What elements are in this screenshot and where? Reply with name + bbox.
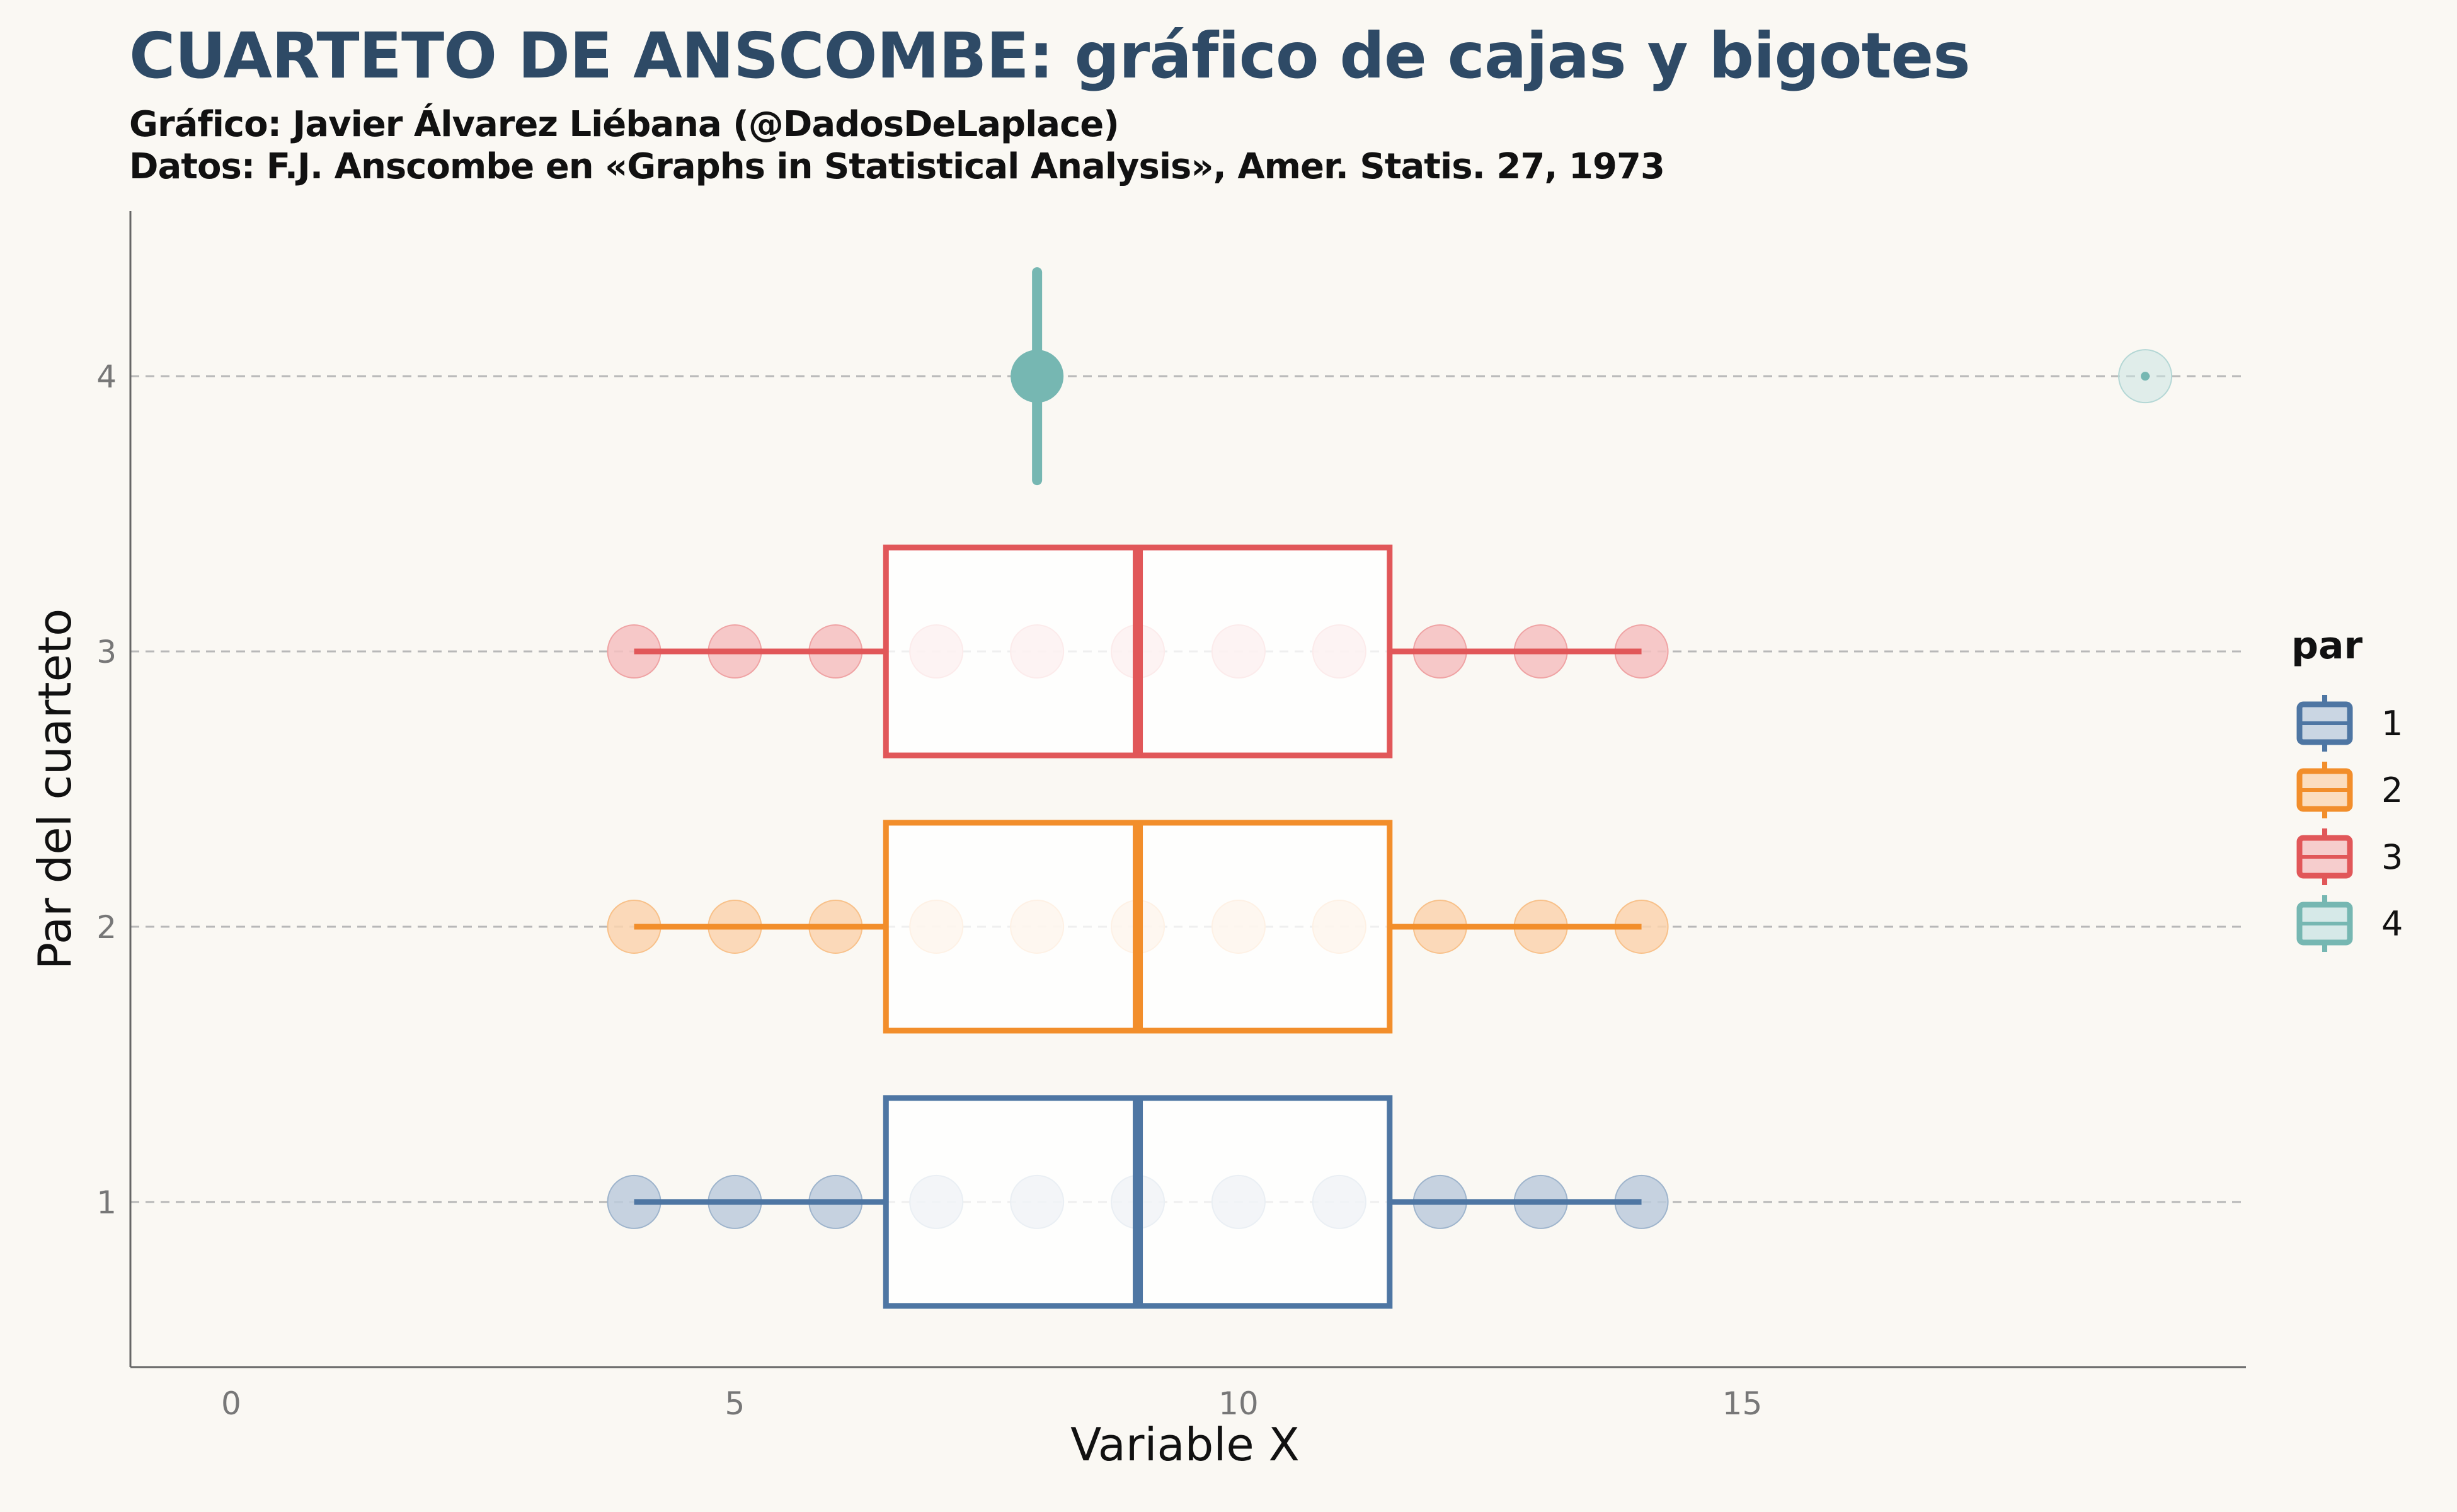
x-axis-title: Variable X [1070, 1418, 1300, 1471]
legend-label: 2 [2381, 770, 2403, 810]
legend: par 1 2 3 4 [2291, 624, 2403, 952]
legend-title: par [2291, 624, 2362, 668]
boxes [634, 272, 2150, 1306]
outlier-point [2141, 372, 2150, 381]
y-tick-label: 3 [96, 634, 117, 670]
data-point [1011, 350, 1063, 403]
x-tick-label: 5 [725, 1385, 745, 1422]
y-tick-label: 1 [96, 1184, 117, 1221]
y-tick-label: 4 [96, 358, 117, 395]
x-tick-label: 10 [1218, 1385, 1259, 1422]
y-axis-title: Par del cuarteto [28, 609, 81, 970]
x-tick-label: 0 [221, 1385, 241, 1422]
grid-lines [130, 376, 2246, 1202]
legend-label: 4 [2381, 904, 2403, 944]
y-tick-label: 2 [96, 909, 117, 946]
x-tick-label: 15 [1722, 1385, 1763, 1422]
legend-label: 1 [2381, 704, 2403, 743]
legend-label: 3 [2381, 837, 2403, 877]
